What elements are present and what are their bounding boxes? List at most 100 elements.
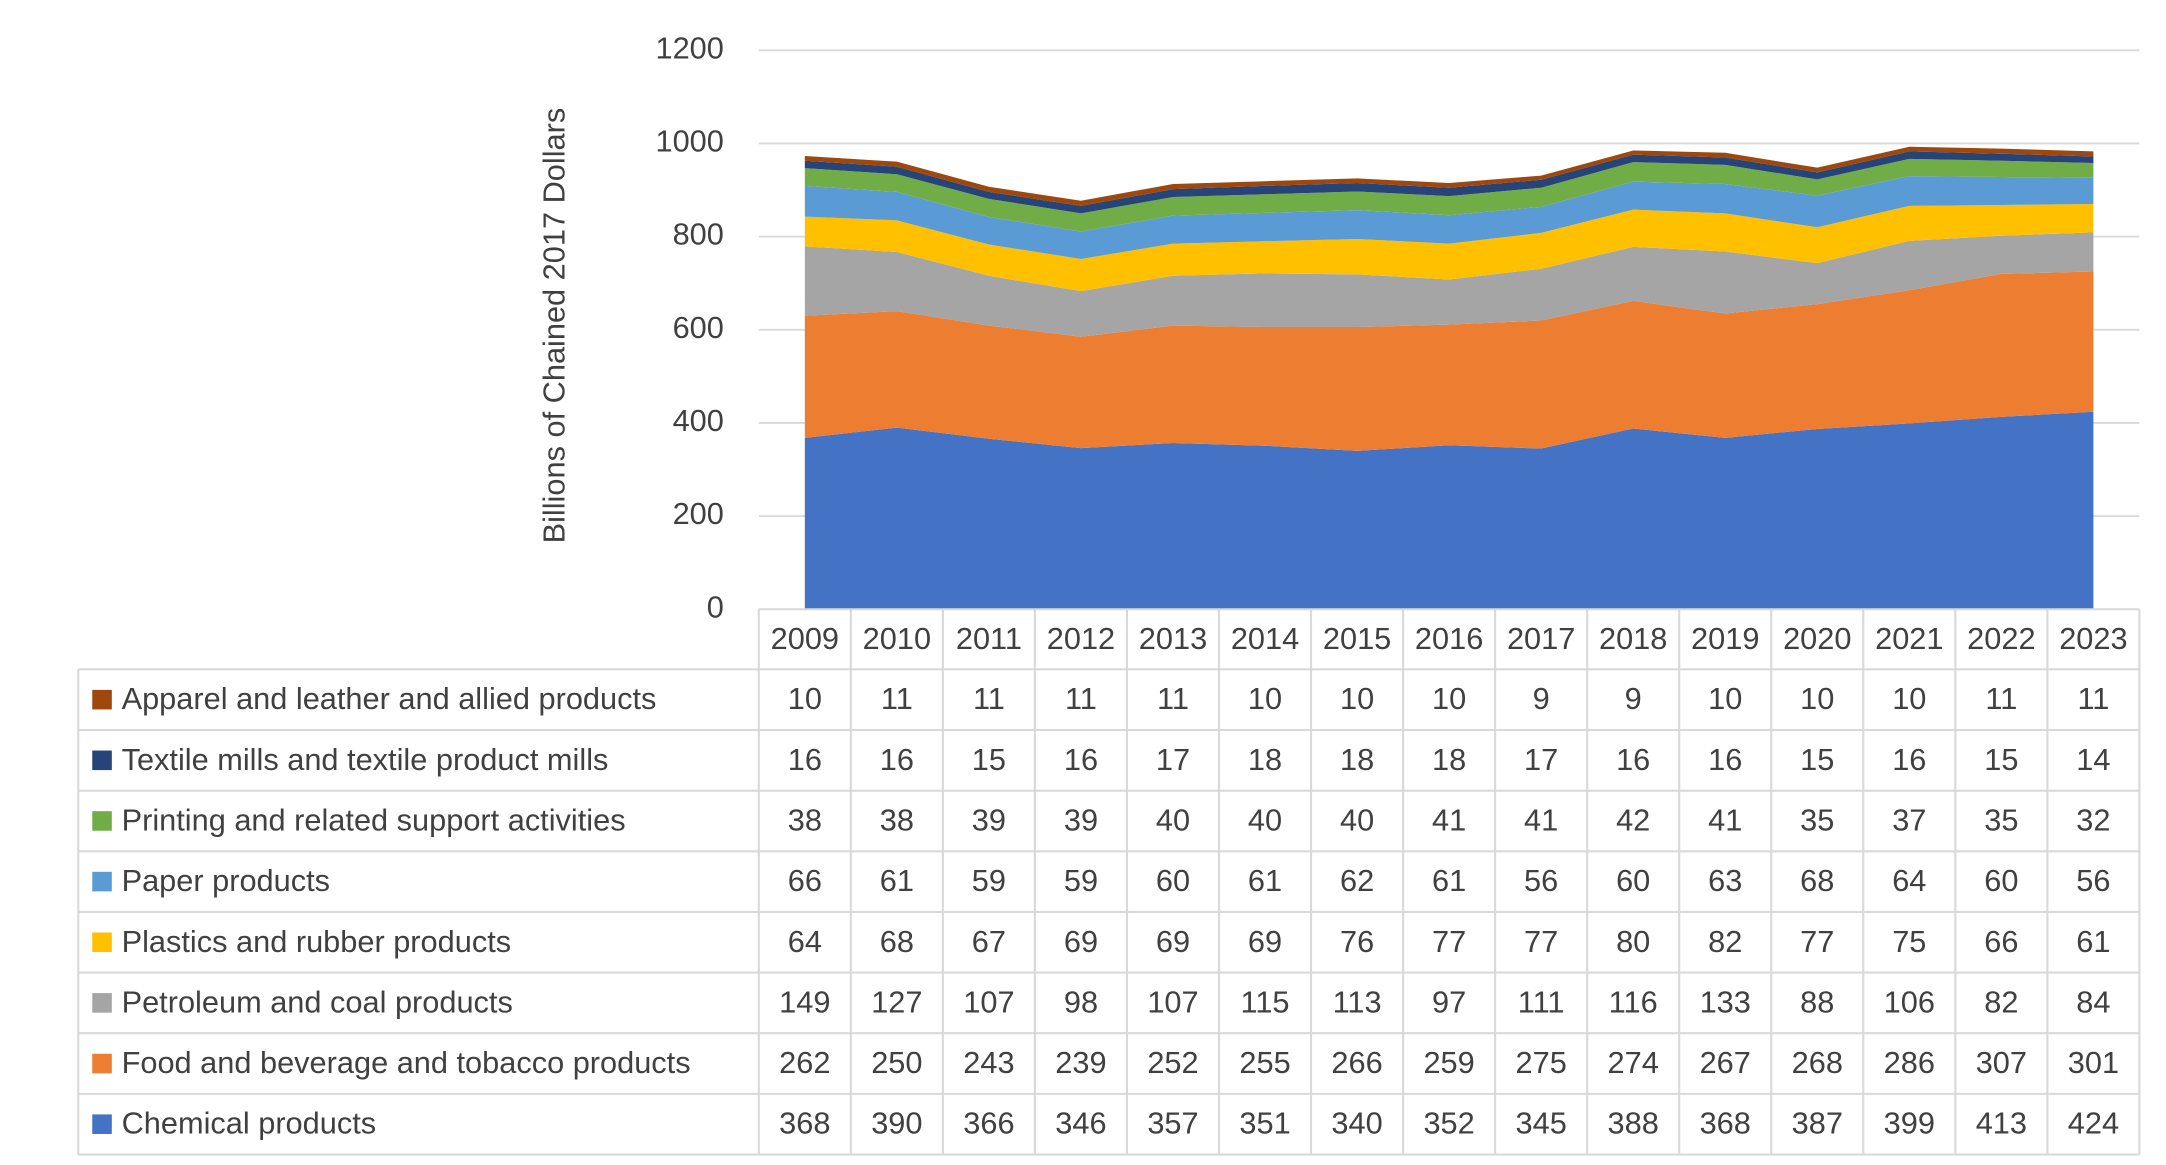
table-value: 413 <box>1976 1106 2027 1141</box>
x-tick-label: 2017 <box>1507 621 1575 656</box>
x-tick-label: 2019 <box>1691 621 1759 656</box>
table-value: 98 <box>1064 984 1098 1019</box>
table-value: 11 <box>2077 681 2109 716</box>
table-value: 39 <box>972 802 1006 837</box>
table-value: 259 <box>1423 1045 1474 1080</box>
legend-label: Printing and related support activities <box>122 802 626 837</box>
table-value: 56 <box>2076 863 2110 898</box>
legend-label: Food and beverage and tobacco products <box>122 1045 691 1080</box>
table-value: 15 <box>1800 742 1834 777</box>
table-value: 41 <box>1432 802 1466 837</box>
table-value: 9 <box>1625 681 1642 716</box>
table-value: 113 <box>1333 984 1382 1019</box>
table-value: 15 <box>1984 742 2018 777</box>
table-value: 424 <box>2068 1106 2119 1141</box>
table-value: 368 <box>1700 1106 1751 1141</box>
table-value: 399 <box>1884 1106 1935 1141</box>
legend-swatch <box>92 871 112 892</box>
x-tick-label: 2022 <box>1967 621 2035 656</box>
table-value: 59 <box>972 863 1006 898</box>
table-value: 368 <box>779 1106 830 1141</box>
y-tick-label: 400 <box>673 403 724 438</box>
table-value: 133 <box>1700 984 1751 1019</box>
legend-swatch <box>92 1114 112 1134</box>
table-value: 340 <box>1331 1106 1382 1141</box>
table-value: 39 <box>1064 802 1098 837</box>
table-value: 10 <box>1708 681 1742 716</box>
legend-swatch <box>92 689 112 710</box>
area <box>804 146 2094 206</box>
table-value: 239 <box>1055 1045 1106 1080</box>
table-value: 11 <box>973 681 1005 716</box>
table-value: 68 <box>1800 863 1834 898</box>
y-tick-label: 600 <box>673 310 724 345</box>
table-value: 62 <box>1340 863 1374 898</box>
table-value: 68 <box>880 924 914 959</box>
table-value: 37 <box>1892 802 1926 837</box>
x-tick-label: 2009 <box>771 621 839 656</box>
table-value: 275 <box>1516 1045 1567 1080</box>
table-value: 106 <box>1884 984 1935 1019</box>
table-value: 84 <box>2076 984 2110 1019</box>
table-value: 32 <box>2076 802 2110 837</box>
table-value: 16 <box>1708 742 1742 777</box>
table-value: 10 <box>1892 681 1926 716</box>
table-value: 63 <box>1708 863 1742 898</box>
y-tick-label: 800 <box>673 217 724 252</box>
table-value: 351 <box>1239 1106 1290 1141</box>
legend-swatch <box>92 811 112 831</box>
table-value: 17 <box>1156 742 1190 777</box>
table-value: 252 <box>1147 1045 1198 1080</box>
table-value: 10 <box>1340 681 1374 716</box>
x-tick-label: 2015 <box>1323 621 1391 656</box>
table-value: 346 <box>1055 1106 1106 1141</box>
legend-label: Plastics and rubber products <box>122 924 512 959</box>
table-value: 11 <box>1985 681 2017 716</box>
x-tick-label: 2021 <box>1875 621 1943 656</box>
area <box>804 176 2094 259</box>
table-value: 116 <box>1609 984 1658 1019</box>
table-value: 266 <box>1331 1045 1382 1080</box>
legend-label: Paper products <box>122 863 330 898</box>
table-value: 18 <box>1248 742 1282 777</box>
x-tick-label: 2013 <box>1139 621 1207 656</box>
x-tick-label: 2020 <box>1783 621 1851 656</box>
y-tick-label: 0 <box>707 589 724 624</box>
area <box>804 204 2094 292</box>
table-value: 267 <box>1700 1045 1751 1080</box>
table-value: 69 <box>1064 924 1098 959</box>
table-value: 387 <box>1792 1106 1843 1141</box>
table-value: 307 <box>1976 1045 2027 1080</box>
table-value: 60 <box>1616 863 1650 898</box>
table-value: 64 <box>1892 863 1926 898</box>
table-value: 69 <box>1248 924 1282 959</box>
table-value: 18 <box>1340 742 1374 777</box>
x-tick-label: 2023 <box>2059 621 2127 656</box>
table-value: 10 <box>1432 681 1466 716</box>
area <box>804 411 2094 610</box>
table-value: 17 <box>1524 742 1558 777</box>
table-value: 357 <box>1147 1106 1198 1141</box>
table-value: 11 <box>1065 681 1097 716</box>
legend-label: Textile mills and textile product mills <box>122 742 609 777</box>
table-value: 59 <box>1064 863 1098 898</box>
x-tick-label: 2010 <box>863 621 931 656</box>
table-value: 10 <box>1800 681 1834 716</box>
table-value: 77 <box>1524 924 1558 959</box>
table-value: 262 <box>779 1045 830 1080</box>
x-tick-label: 2014 <box>1231 621 1299 656</box>
table-value: 10 <box>788 681 822 716</box>
table-value: 16 <box>1892 742 1926 777</box>
table-value: 15 <box>972 742 1006 777</box>
y-tick-label: 200 <box>673 496 724 531</box>
table-value: 127 <box>871 984 922 1019</box>
table-value: 38 <box>880 802 914 837</box>
table-value: 60 <box>1156 863 1190 898</box>
x-tick-label: 2016 <box>1415 621 1483 656</box>
table-value: 66 <box>1984 924 2018 959</box>
table-value: 64 <box>788 924 822 959</box>
table-value: 11 <box>881 681 913 716</box>
table-value: 286 <box>1884 1045 1935 1080</box>
x-tick-label: 2012 <box>1047 621 1115 656</box>
